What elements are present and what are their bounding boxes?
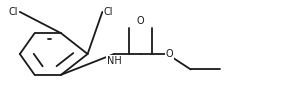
Text: NH: NH [107,56,121,66]
Text: Cl: Cl [9,7,18,17]
Text: Cl: Cl [104,7,113,17]
Text: O: O [137,16,144,26]
Text: O: O [166,49,173,59]
